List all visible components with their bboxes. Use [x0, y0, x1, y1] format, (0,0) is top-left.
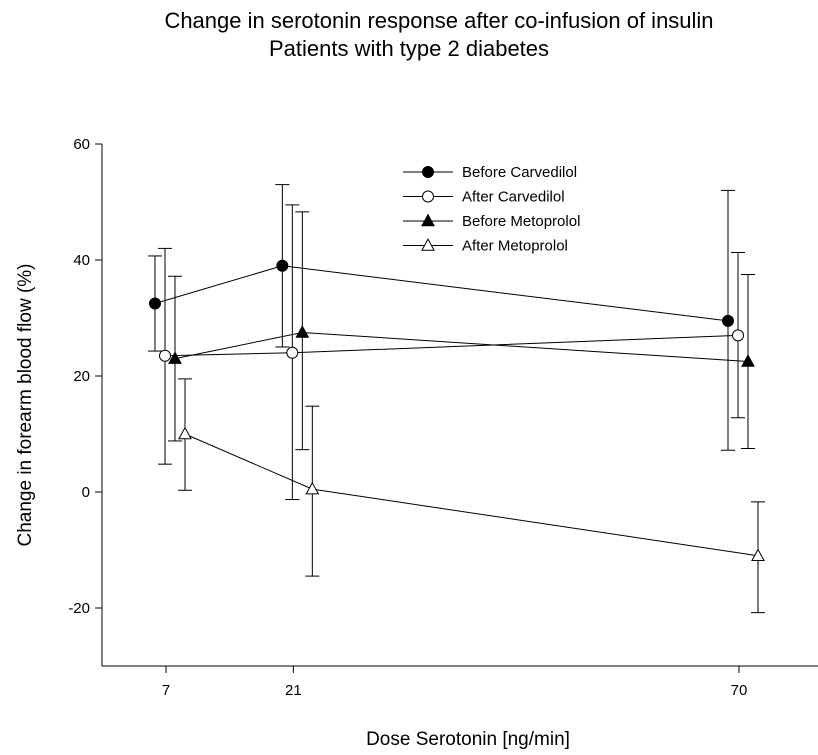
- data-point: [421, 238, 435, 251]
- series-layer: [148, 184, 765, 614]
- y-axis-title: Change in forearm blood flow (%): [15, 263, 36, 546]
- data-point: [295, 325, 310, 338]
- data-point: [422, 190, 434, 203]
- data-point: [722, 314, 734, 327]
- legend-item: After Metoprolol: [403, 238, 568, 255]
- data-point: [421, 213, 435, 227]
- legend: Before Carvedilol After Carvedilol Before …: [403, 164, 580, 255]
- chart-title: Change in serotonin response after co-in…: [164, 8, 714, 33]
- series-line: [154, 265, 729, 322]
- legend-item: Before Carvedilol: [403, 164, 577, 181]
- y-tick-label: 0: [82, 484, 90, 501]
- data-point: [732, 329, 744, 342]
- x-tick-label: 7: [162, 682, 170, 699]
- chart-subtitle: Patients with type 2 diabetes: [268, 36, 550, 61]
- data-point: [751, 548, 765, 562]
- series-before-metoprolol: [168, 211, 755, 451]
- data-point: [305, 481, 320, 495]
- data-point: [422, 166, 434, 178]
- series-line: [174, 331, 749, 362]
- data-point: [276, 259, 289, 272]
- series-line: [184, 433, 759, 557]
- data-point: [149, 297, 161, 310]
- data-point: [286, 346, 299, 359]
- x-axis-title: Dose Serotonin [ng/min]: [366, 729, 570, 750]
- legend-label: After Metoprolol: [462, 238, 568, 255]
- series-after-metoprolol: [178, 378, 765, 614]
- legend-item: After Carvedilol: [403, 189, 565, 206]
- y-tick-label: -20: [68, 600, 90, 617]
- series-before-carvedilol: [148, 184, 735, 451]
- data-point: [159, 349, 171, 362]
- y-tick-label: 20: [73, 368, 90, 385]
- legend-label: Before Carvedilol: [462, 164, 577, 181]
- data-point: [741, 354, 755, 367]
- y-ticks: -20 0 20 40 60: [68, 136, 102, 617]
- axes: -20 0 20 40 60 7 21 70: [68, 136, 818, 699]
- x-ticks: 7 21 70: [162, 666, 748, 699]
- y-tick-label: 60: [73, 136, 90, 153]
- legend-label: Before Metoprolol: [462, 213, 580, 230]
- legend-item: Before Metoprolol: [403, 213, 580, 230]
- x-tick-label: 21: [285, 682, 302, 699]
- y-tick-label: 40: [73, 252, 90, 269]
- series-line: [164, 334, 739, 357]
- x-tick-label: 70: [731, 682, 748, 699]
- data-point: [168, 351, 182, 364]
- series-after-carvedilol: [158, 204, 745, 501]
- legend-label: After Carvedilol: [462, 189, 565, 206]
- data-point: [178, 426, 192, 440]
